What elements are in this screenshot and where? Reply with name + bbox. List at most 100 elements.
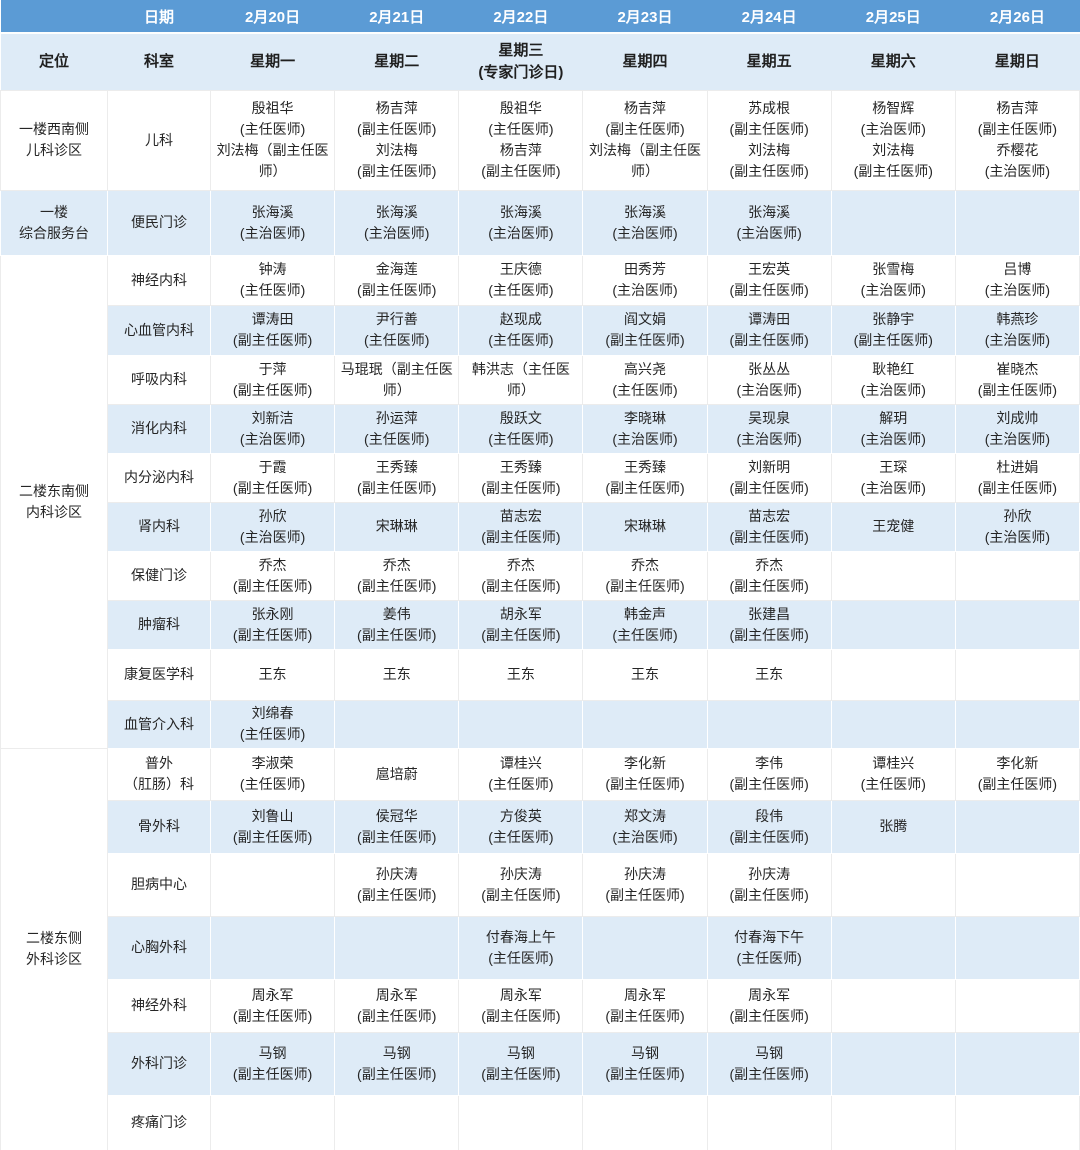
date-cell: 2月24日 <box>707 0 832 34</box>
dept-cell: 血管介入科 <box>107 699 211 749</box>
schedule-cell <box>209 852 336 917</box>
table-row: 保健门诊 乔杰 (副主任医师) 乔杰 (副主任医师) 乔杰 (副主任医师) 乔杰 (副主… <box>1 550 1080 601</box>
schedule-cell: 马钢 (副主任医师) <box>458 1031 584 1096</box>
table-row: 疼痛门诊 <box>1 1094 1080 1150</box>
schedule-cell: 杨吉萍 (副主任医师) 刘法梅（副主任医师） <box>582 89 708 191</box>
table-row: 康复医学科 王东 王东 王东 王东 王东 <box>1 648 1080 701</box>
schedule-cell: 乔杰 (副主任医师) <box>706 550 832 601</box>
schedule-cell <box>209 915 336 980</box>
schedule-cell: 苗志宏 (副主任医师) <box>706 501 832 552</box>
table-row: 内分泌内科 于霞 (副主任医师) 王秀臻 (副主任医师) 王秀臻 (副主任医师) 王秀臻… <box>1 452 1080 503</box>
schedule-cell: 王东 <box>582 648 708 701</box>
weekday-cell: 星期四 <box>582 33 708 90</box>
schedule-cell: 殷祖华 (主任医师) 刘法梅（副主任医师） <box>209 89 336 191</box>
schedule-cell: 张建昌 (副主任医师) <box>706 599 832 650</box>
dept-cell: 骨外科 <box>107 799 211 854</box>
schedule-cell: 尹行善 (主任医师) <box>334 304 460 356</box>
weekday-cell: 星期五 <box>707 33 832 90</box>
schedule-cell: 付春海下午 (主任医师) <box>706 915 832 980</box>
schedule-cell <box>582 699 708 749</box>
schedule-cell: 谭桂兴 (主任医师) <box>458 747 584 801</box>
schedule-cell <box>458 699 584 749</box>
schedule-cell: 张海溪 (主治医师) <box>458 189 584 256</box>
schedule-cell: 孙庆涛 (副主任医师) <box>582 852 708 917</box>
schedule-cell: 张静宇 (副主任医师) <box>830 304 956 356</box>
date-cell: 2月23日 <box>582 0 708 34</box>
date-label-cell: 日期 <box>107 0 211 34</box>
schedule-cell <box>954 978 1080 1033</box>
schedule-cell: 孙庆涛 (副主任医师) <box>458 852 584 917</box>
date-cell: 2月26日 <box>955 0 1080 34</box>
dept-cell: 心胸外科 <box>107 915 211 980</box>
schedule-cell <box>706 699 832 749</box>
dept-cell: 肾内科 <box>107 501 211 552</box>
weekday-cell: 星期六 <box>831 33 956 90</box>
schedule-cell: 周永军 (副主任医师) <box>706 978 832 1033</box>
schedule-cell: 王东 <box>209 648 336 701</box>
dept-cell: 神经内科 <box>107 254 211 306</box>
dept-cell: 保健门诊 <box>107 550 211 601</box>
schedule-cell <box>954 1094 1080 1150</box>
schedule-cell <box>954 799 1080 854</box>
schedule-cell: 扈培蔚 <box>334 747 460 801</box>
schedule-cell: 李伟 (副主任医师) <box>706 747 832 801</box>
schedule-cell: 田秀芳 (主治医师) <box>582 254 708 306</box>
date-cell: 2月20日 <box>210 0 335 34</box>
schedule-cell <box>954 550 1080 601</box>
schedule-cell <box>830 648 956 701</box>
schedule-cell <box>954 1031 1080 1096</box>
schedule-cell: 刘鲁山 (副主任医师) <box>209 799 336 854</box>
schedule-cell <box>458 1094 584 1150</box>
schedule-cell: 李化新 (副主任医师) <box>954 747 1080 801</box>
table-row: 消化内科 刘新洁 (主治医师) 孙运萍 (主任医师) 殷跃文 (主任医师) 李晓琳 (主… <box>1 403 1080 454</box>
schedule-cell: 李淑荣 (主任医师) <box>209 747 336 801</box>
schedule-cell <box>830 978 956 1033</box>
schedule-cell: 张海溪 (主治医师) <box>706 189 832 256</box>
schedule-cell: 周永军 (副主任医师) <box>334 978 460 1033</box>
schedule-cell <box>582 1094 708 1150</box>
weekday-header-row: 定位 科室 星期一 星期二 星期三 (专家门诊日) 星期四 星期五 星期六 星期… <box>0 33 1080 90</box>
schedule-cell: 乔杰 (副主任医师) <box>209 550 336 601</box>
table-row: 一楼西南侧 儿科诊区 儿科 殷祖华 (主任医师) 刘法梅（副主任医师） 杨吉萍 (副主… <box>0 89 1080 191</box>
schedule-cell: 吴现泉 (主治医师) <box>706 403 832 454</box>
table-row: 肾内科 孙欣 (主治医师) 宋琳琳 苗志宏 (副主任医师) 宋琳琳 苗志宏 (副主任医师)… <box>1 501 1080 552</box>
schedule-cell: 杜进娟 (副主任医师) <box>954 452 1080 503</box>
table-row: 神经外科 周永军 (副主任医师) 周永军 (副主任医师) 周永军 (副主任医师) 周永军… <box>1 978 1080 1033</box>
dept-cell: 内分泌内科 <box>107 452 211 503</box>
table-row: 胆病中心 孙庆涛 (副主任医师) 孙庆涛 (副主任医师) 孙庆涛 (副主任医师) 孙庆涛… <box>1 852 1080 917</box>
dept-cell: 儿科 <box>107 89 211 191</box>
schedule-cell: 刘绵春 (主任医师) <box>209 699 336 749</box>
schedule-cell <box>830 915 956 980</box>
dept-cell: 心血管内科 <box>107 304 211 356</box>
schedule-cell: 张海溪 (主治医师) <box>209 189 336 256</box>
schedule-cell: 马钢 (副主任医师) <box>706 1031 832 1096</box>
schedule-cell: 阎文娟 (副主任医师) <box>582 304 708 356</box>
schedule-cell: 乔杰 (副主任医师) <box>334 550 460 601</box>
table-row: 血管介入科 刘绵春 (主任医师) <box>1 699 1080 749</box>
schedule-cell: 孙欣 (主治医师) <box>209 501 336 552</box>
date-cell: 2月25日 <box>831 0 956 34</box>
schedule-cell: 李化新 (副主任医师) <box>582 747 708 801</box>
schedule-cell: 孙庆涛 (副主任医师) <box>706 852 832 917</box>
schedule-cell: 王秀臻 (副主任医师) <box>334 452 460 503</box>
table-row: 二楼东侧 外科诊区 普外 （肛肠）科 李淑荣 (主任医师) 扈培蔚 谭桂兴 (主任医师)… <box>0 747 1080 1150</box>
schedule-cell: 耿艳红 (主治医师) <box>830 354 956 405</box>
schedule-cell: 王庆德 (主任医师) <box>458 254 584 306</box>
schedule-cell <box>334 699 460 749</box>
schedule-cell: 刘新洁 (主治医师) <box>209 403 336 454</box>
schedule-cell: 孙庆涛 (副主任医师) <box>334 852 460 917</box>
schedule-cell: 杨吉萍 (副主任医师) 刘法梅 (副主任医师) <box>334 89 460 191</box>
schedule-cell: 赵现成 (主任医师) <box>458 304 584 356</box>
schedule-cell: 殷跃文 (主任医师) <box>458 403 584 454</box>
location-cell: 二楼东侧 外科诊区 <box>0 747 108 1150</box>
schedule-cell <box>954 189 1080 256</box>
schedule-cell: 钟涛 (主任医师) <box>209 254 336 306</box>
schedule-cell: 郑文涛 (主治医师) <box>582 799 708 854</box>
schedule-cell: 苏成根 (副主任医师) 刘法梅 (副主任医师) <box>706 89 832 191</box>
schedule-cell <box>830 599 956 650</box>
schedule-cell: 杨吉萍 (副主任医师) 乔樱花 (主治医师) <box>954 89 1080 191</box>
date-cell: 2月22日 <box>458 0 583 34</box>
dept-cell: 外科门诊 <box>107 1031 211 1096</box>
dept-cell: 便民门诊 <box>107 189 211 256</box>
